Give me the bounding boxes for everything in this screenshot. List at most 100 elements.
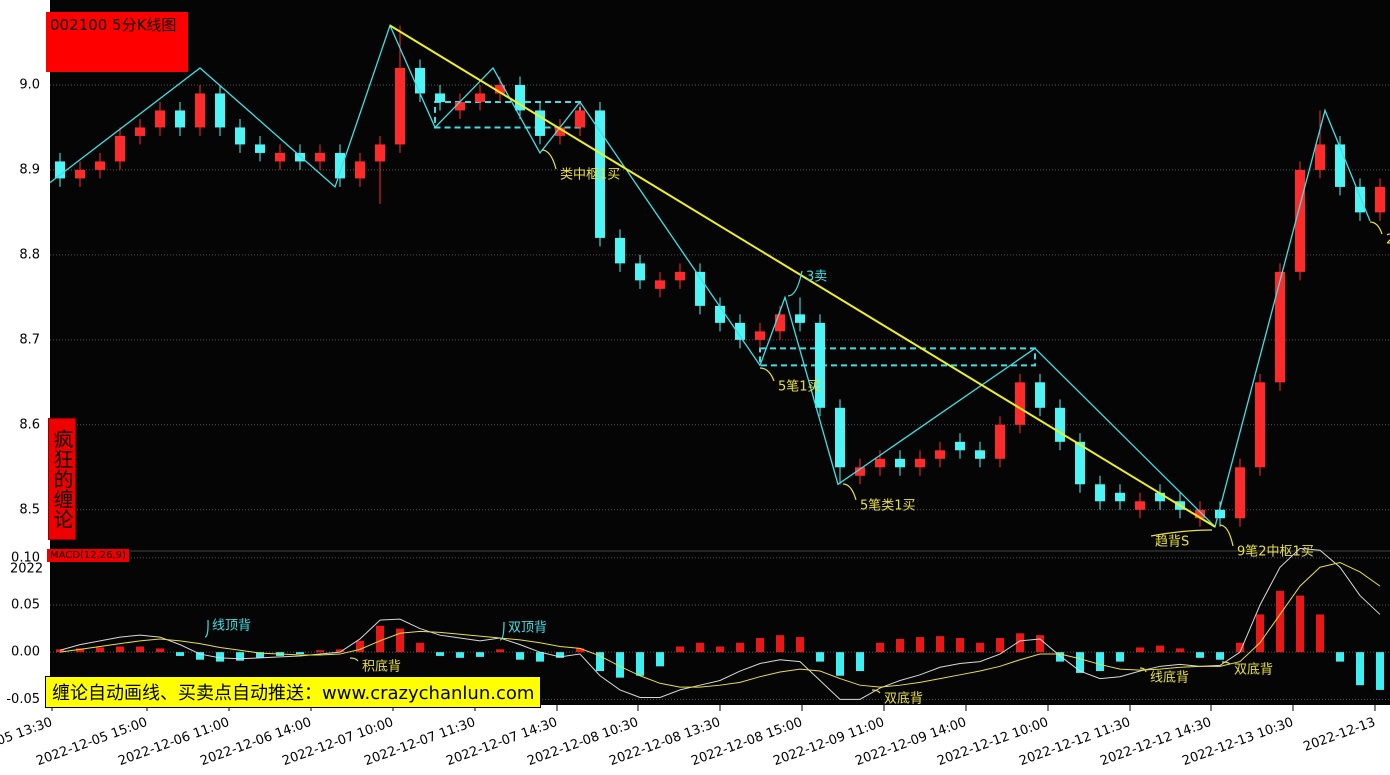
pivot-zone — [434, 100, 581, 129]
candle-body — [1335, 144, 1345, 187]
annotation: 5笔1买 — [778, 379, 821, 395]
candle-body — [775, 314, 785, 332]
macd-bar — [796, 637, 804, 653]
annotation: 双底背 — [1234, 662, 1273, 678]
macd-bar — [1376, 652, 1384, 690]
candle-body — [315, 152, 325, 162]
candle-body — [175, 110, 185, 128]
candle-body — [1275, 271, 1285, 383]
macd-bar — [156, 648, 164, 653]
candle-body — [155, 110, 165, 128]
candle-body — [615, 237, 625, 264]
candle-body — [55, 161, 65, 179]
macd-bar — [1116, 652, 1124, 662]
macd-bar — [436, 652, 444, 656]
macd-bar — [736, 642, 744, 653]
annotation-arrow — [759, 367, 775, 382]
candle-body — [1375, 186, 1385, 213]
annotation: 3卖 — [806, 270, 827, 285]
y-tick-label: 8.8 — [19, 247, 40, 262]
macd-bar — [1276, 590, 1284, 653]
macd-bar — [1036, 635, 1044, 653]
y-tick-label: 8.7 — [19, 332, 40, 347]
annotation-arrow — [541, 149, 557, 170]
macd-bar — [1016, 633, 1024, 653]
macd-bar — [756, 638, 764, 653]
candle-body — [1235, 467, 1245, 519]
candle-body — [495, 84, 505, 94]
macd-bar — [296, 652, 304, 655]
candle-body — [1015, 382, 1025, 425]
candle-body — [1135, 501, 1145, 510]
annotation-arrow — [1219, 524, 1234, 547]
annotation-arrow — [204, 619, 209, 638]
macd-bar — [1216, 652, 1224, 660]
annotation-arrow — [499, 621, 505, 641]
macd-bar — [856, 652, 864, 672]
candle-body — [555, 127, 565, 136]
annotation: 9笔2中枢1买 — [1237, 544, 1314, 560]
macd-bar — [596, 652, 604, 672]
annotation-arrow — [871, 689, 881, 694]
candle-body — [1075, 441, 1085, 485]
candle-body — [815, 322, 825, 408]
macd-bar — [116, 646, 124, 653]
annotation: 双顶背 — [508, 621, 547, 636]
corner-text: 2022 — [10, 562, 43, 577]
annotation: 线顶背 — [212, 619, 251, 634]
candle-body — [795, 314, 805, 323]
pivot-zone — [759, 347, 1036, 367]
macd-bar — [396, 628, 404, 653]
candle-body — [895, 458, 905, 468]
macd-bar — [1356, 652, 1364, 686]
macd-bar — [916, 637, 924, 653]
candle-body — [1115, 492, 1125, 502]
candle-body — [1035, 382, 1045, 408]
candle-body — [1095, 484, 1105, 502]
candle-body — [295, 152, 305, 162]
y-tick-label: 0.05 — [11, 598, 40, 613]
candle-body — [415, 67, 425, 94]
macd-bar — [636, 652, 644, 676]
indicator-title: MACD(12,26,9) — [47, 549, 129, 562]
candle-body — [835, 407, 845, 468]
candle-body — [935, 450, 945, 459]
macd-bar — [1136, 647, 1144, 653]
macd-bar — [1336, 652, 1344, 662]
macd-bar — [96, 647, 104, 653]
candle-body — [95, 161, 105, 170]
candle-body — [355, 161, 365, 179]
candle-body — [275, 152, 285, 162]
annotation-arrow — [349, 657, 359, 662]
macd-bar — [176, 652, 184, 656]
macd-bar — [1296, 595, 1304, 653]
candle-body — [1055, 407, 1065, 442]
macd-bar — [656, 652, 664, 667]
macd-bar — [616, 652, 624, 678]
macd-bar — [356, 640, 364, 653]
macd-bar — [956, 638, 964, 653]
macd-bar — [776, 635, 784, 653]
chart-title: 002100 5分K线图 — [46, 12, 188, 72]
candle-body — [255, 144, 265, 153]
candle-body — [215, 93, 225, 128]
candle-body — [115, 135, 125, 162]
candle-body — [1215, 509, 1225, 519]
candle-body — [675, 271, 685, 281]
annotation: 线底背 — [1150, 670, 1189, 686]
annotation: 2 — [1386, 233, 1390, 248]
annotation: 5笔类1买 — [860, 498, 916, 514]
macd-bar — [716, 646, 724, 653]
macd-line — [59, 562, 1381, 688]
candle-body — [635, 263, 645, 281]
macd-bar — [696, 642, 704, 653]
macd-bar — [376, 625, 384, 653]
candle-body — [695, 271, 705, 306]
side-label: 疯狂的缠论 — [48, 418, 76, 540]
candle-body — [595, 110, 605, 238]
annotation: 双底背 — [884, 691, 923, 707]
macd-bar — [56, 649, 64, 653]
candle-body — [475, 93, 485, 102]
candle-body — [435, 93, 445, 102]
trend-line — [389, 24, 1216, 528]
